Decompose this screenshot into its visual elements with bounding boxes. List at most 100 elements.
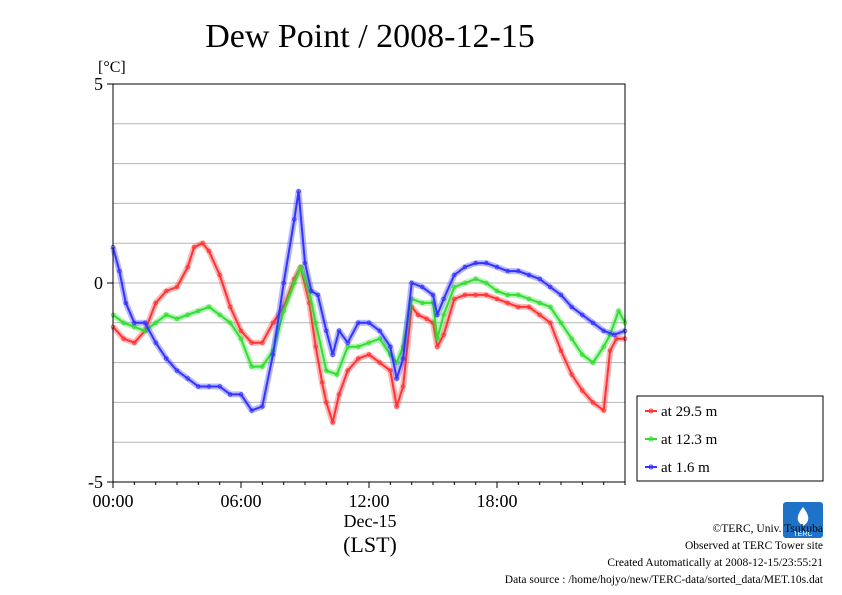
data-point [494,296,500,302]
data-point [260,340,265,345]
data-point [435,344,440,349]
chart-title: Dew Point / 2008-12-15 [205,18,535,55]
data-point [558,292,564,298]
data-point [132,324,137,329]
data-point [441,296,446,302]
data-point [548,304,553,310]
data-point [309,288,314,294]
data-point [313,320,318,325]
data-point [238,392,244,397]
data-point [590,400,596,405]
series-at-12-3-m [110,264,628,378]
data-point [590,320,596,325]
data-point [473,292,478,298]
series-at-29-5-m [110,240,628,426]
data-point [153,300,158,306]
data-point [394,376,399,381]
data-point [435,336,440,341]
data-point [580,312,585,317]
data-point [356,344,361,349]
data-point [334,372,340,377]
data-point [228,392,233,397]
credit-copyright: ©TERC, Univ. Tsukuba [713,523,823,535]
data-point [206,304,212,310]
data-point [228,304,233,310]
legend-swatch-marker [648,408,654,414]
data-point [174,316,180,321]
data-point [228,320,233,325]
series-line [112,266,626,376]
data-point [185,264,190,270]
data-point [558,320,564,325]
data-point [366,340,372,345]
data-point [394,404,399,409]
data-point [494,264,500,270]
data-point [580,388,585,393]
data-point [206,384,212,389]
data-point [249,408,254,413]
y-tick-label: -5 [88,472,103,492]
data-point [217,272,222,278]
data-point [117,268,122,274]
data-point [516,304,521,310]
data-point [164,312,169,317]
data-point [292,280,297,286]
data-point [452,272,457,278]
credit-created: Created Automatically at 2008-12-15/23:5… [607,557,823,569]
data-point [484,292,489,298]
data-point [484,260,489,266]
data-point [462,264,468,270]
x-axis-date-label: Dec-15 [344,511,397,531]
data-point [590,360,596,365]
data-point [612,332,617,337]
data-point [260,404,265,409]
axis-ticks: -5 0 5 00:00 06:00 12:00 18:00 [88,74,626,511]
data-point [607,348,613,353]
credit-data-source: Data source : /home/hojyo/new/TERC-data/… [505,574,824,586]
series-line [112,242,625,424]
data-point [330,420,335,425]
data-point [537,300,542,306]
y-tick-label: 5 [94,74,103,94]
series-at-1-6-m [110,188,628,414]
data-point [260,364,265,369]
series-band [110,188,627,414]
data-point [164,288,169,294]
data-point [614,336,619,341]
data-point [330,352,335,357]
data-point [200,240,205,246]
data-point [526,272,532,278]
legend-box [636,395,824,482]
data-point [366,352,372,357]
data-point [142,320,148,325]
data-point [394,360,399,365]
series-line [112,190,626,412]
data-point [191,244,197,250]
data-point [516,292,521,298]
data-point [356,356,361,361]
data-point [206,248,212,254]
data-point [296,189,301,194]
data-point [558,348,564,353]
x-tick-label: 12:00 [348,491,389,511]
data-point [601,408,606,413]
data-point [174,368,180,373]
data-point [435,312,440,317]
data-point [569,336,574,341]
data-point [484,280,489,286]
data-point [409,280,414,286]
data-point [601,344,606,349]
data-point [537,276,542,282]
data-point [315,292,320,298]
data-point [345,368,350,373]
series-band [110,240,625,426]
data-point [400,356,406,361]
x-tick-label: 18:00 [476,491,517,511]
data-point [238,336,244,341]
data-point [281,280,286,286]
legend-swatch-marker [648,464,654,470]
data-point [505,292,510,298]
data-point [121,336,126,341]
y-tick-label: 0 [94,273,103,293]
x-tick-label: 06:00 [220,491,261,511]
